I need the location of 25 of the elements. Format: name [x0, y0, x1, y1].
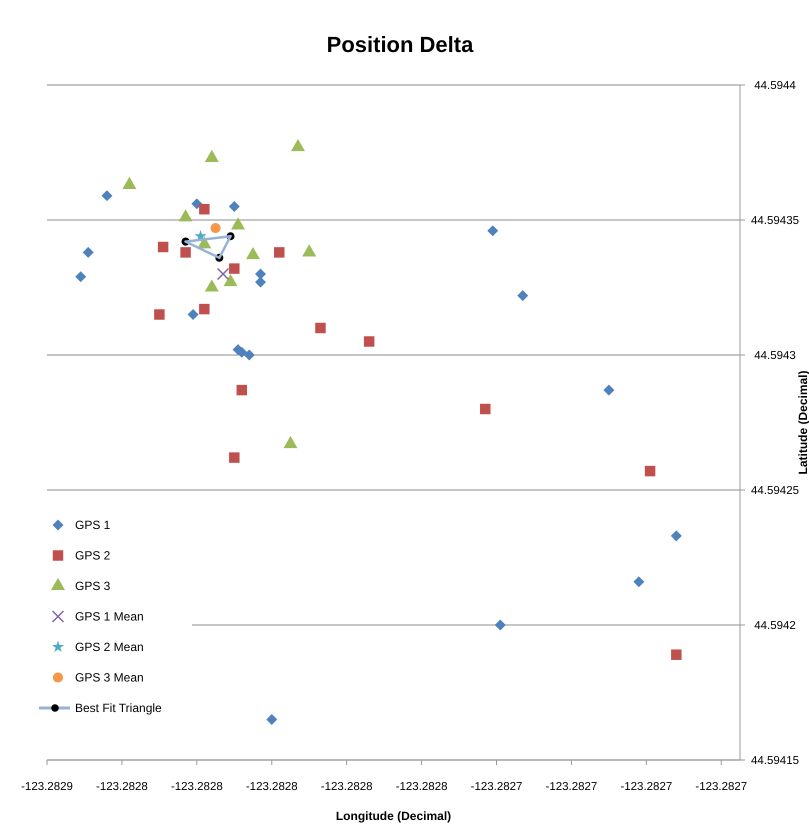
legend-label: Best Fit Triangle [75, 701, 162, 715]
x-tick-label: -123.2827 [546, 781, 598, 793]
chart-title: Position Delta [326, 32, 474, 57]
x-tick-label: -123.2828 [396, 781, 448, 793]
x-tick-label: -123.2829 [21, 781, 73, 793]
legend-label: GPS 2 [75, 548, 111, 562]
y-tick-label: 44.59425 [751, 485, 799, 497]
legend-label: GPS 3 [75, 579, 111, 593]
x-tick-label: -123.2828 [170, 781, 223, 793]
legend-label: GPS 3 Mean [75, 670, 144, 684]
x-tick-label: -123.2827 [695, 781, 748, 793]
legend-label: GPS 2 Mean [75, 640, 144, 654]
x-tick-label: -123.2827 [620, 781, 672, 793]
x-tick-label: -123.2828 [96, 781, 148, 793]
y-tick-label: 44.5943 [754, 350, 796, 362]
y-tick-label: 44.5942 [754, 620, 796, 632]
x-tick-label: -123.2828 [320, 781, 373, 793]
x-axis-title: Longitude (Decimal) [336, 809, 452, 823]
x-tick-label: -123.2828 [246, 781, 298, 793]
x-tick-label: -123.2827 [470, 781, 522, 793]
legend-label: GPS 1 Mean [75, 610, 144, 624]
y-tick-label: 44.59415 [751, 755, 799, 767]
y-tick-label: 44.59435 [751, 215, 799, 227]
y-tick-label: 44.5944 [754, 80, 796, 92]
legend-label: GPS 1 [75, 518, 111, 532]
